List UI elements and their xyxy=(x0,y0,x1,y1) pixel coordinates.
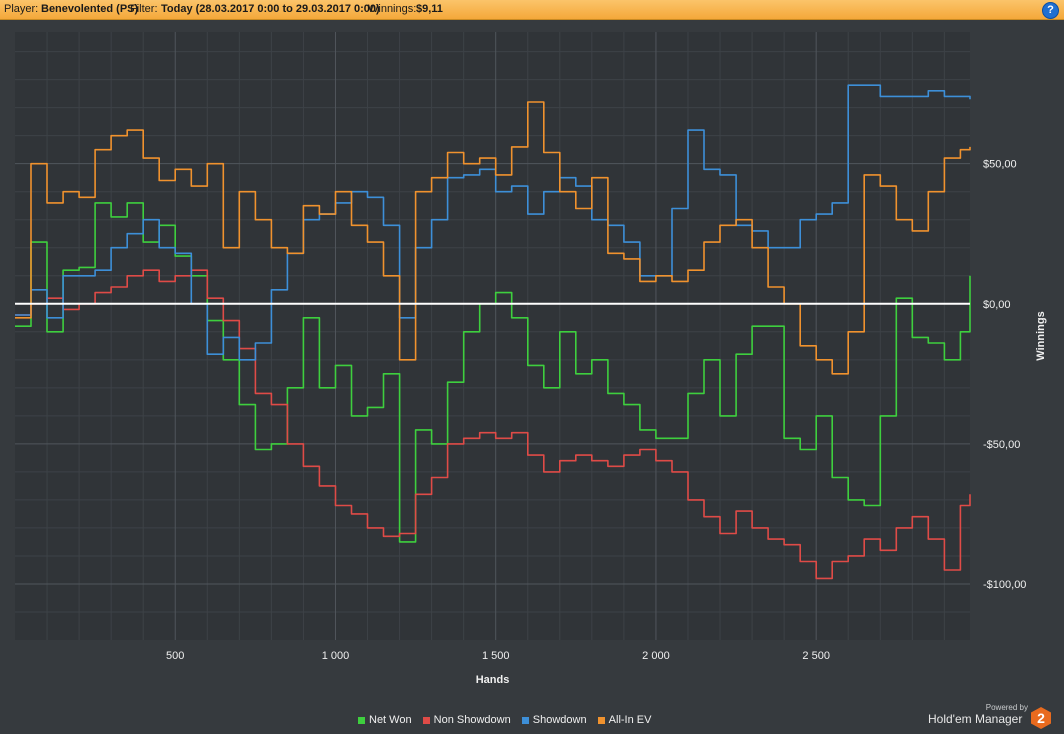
series-line-non-showdown xyxy=(15,269,971,580)
series-line-all-in-ev xyxy=(15,101,971,375)
legend-item-showdown[interactable]: Showdown xyxy=(521,714,587,726)
y-axis-title: Winnings xyxy=(1035,311,1047,360)
x-tick-label: 2 000 xyxy=(642,650,670,662)
legend-item-net-won[interactable]: Net Won xyxy=(358,714,412,726)
series-line-showdown xyxy=(15,84,971,361)
x-tick-label: 2 500 xyxy=(802,650,830,662)
legend-swatch xyxy=(422,716,430,724)
winnings-label: Winnings: xyxy=(368,3,417,15)
legend-item-all-in-ev[interactable]: All-In EV xyxy=(597,714,652,726)
x-tick-label: 500 xyxy=(166,650,184,662)
brand-label: Hold'em Manager xyxy=(928,712,1023,726)
y-tick-label: -$50,00 xyxy=(983,439,1020,451)
y-tick-label: $0,00 xyxy=(983,299,1011,311)
legend-item-non-showdown[interactable]: Non Showdown xyxy=(422,714,511,726)
x-tick-label: 1 000 xyxy=(322,650,350,662)
player-value: Benevolented (PS) xyxy=(41,3,139,15)
legend-label: All-In EV xyxy=(608,714,652,726)
header-bar: Player: Benevolented (PS) Filter: Today … xyxy=(0,0,1064,20)
legend-label: Non Showdown xyxy=(433,714,511,726)
hm2-logo-icon: 2 xyxy=(1031,707,1051,729)
y-tick-label: $50,00 xyxy=(983,159,1017,171)
y-tick-label: -$100,00 xyxy=(983,579,1026,591)
filter-value: Today (28.03.2017 0:00 to 29.03.2017 0:0… xyxy=(161,3,380,15)
legend-swatch xyxy=(597,716,605,724)
powered-by-label: Powered by xyxy=(985,703,1028,712)
winnings-chart: 500 1 000 1 500 2 000 2 500 $50,00 $0,00 -$50,0… xyxy=(15,32,1047,686)
x-axis-title: Hands xyxy=(476,674,510,686)
legend-swatch xyxy=(358,716,365,724)
legend-label: Showdown xyxy=(532,714,587,726)
plot-area xyxy=(15,32,970,640)
legend-swatch xyxy=(521,716,529,724)
legend-label: Net Won xyxy=(369,714,412,726)
winnings-value: $9,11 xyxy=(416,3,443,15)
player-label: Player: xyxy=(4,3,39,15)
x-tick-label: 1 500 xyxy=(482,650,510,662)
help-icon[interactable]: ? xyxy=(1042,2,1059,19)
filter-label: Filter: xyxy=(130,3,158,15)
chart-legend: Net Won Non Showdown Showdown All-In EV xyxy=(358,714,659,726)
